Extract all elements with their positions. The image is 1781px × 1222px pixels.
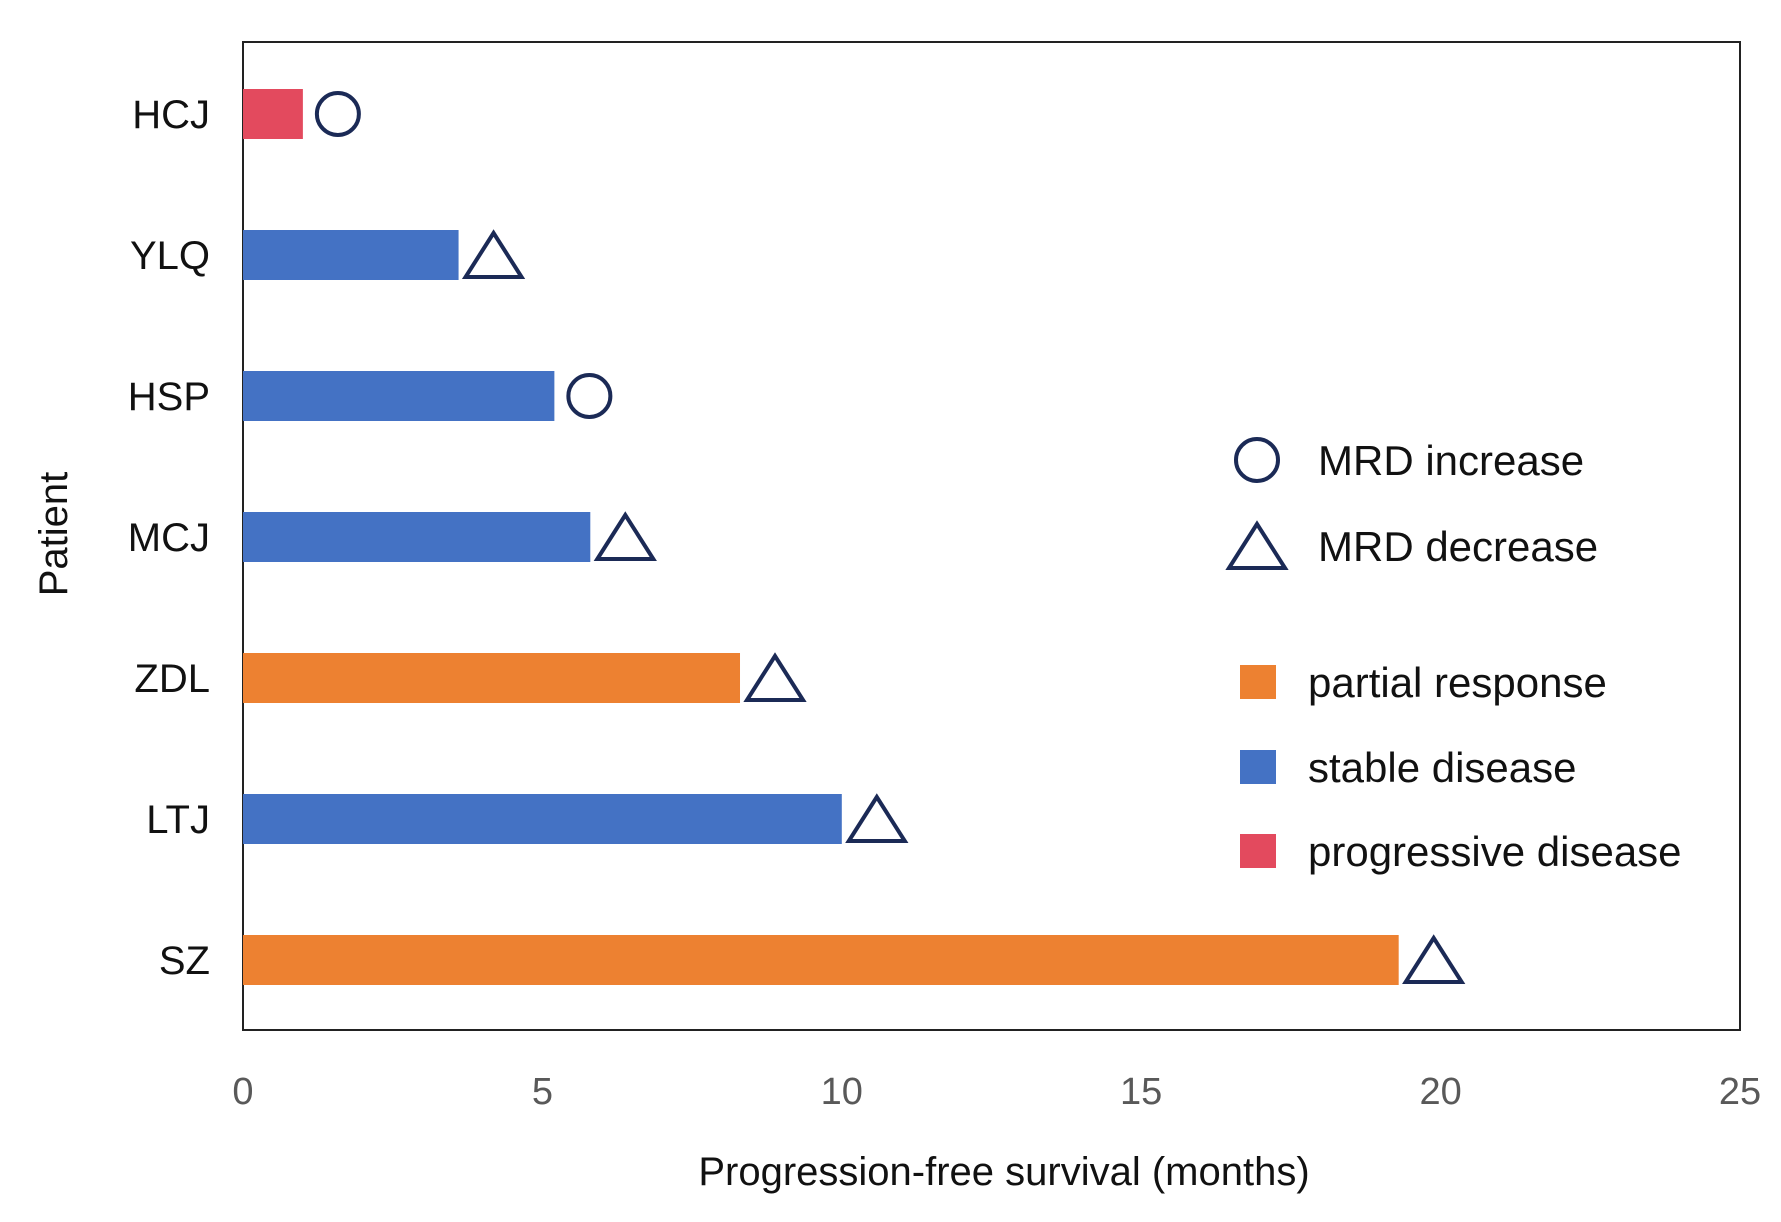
marker-mcj-triangle-icon	[593, 511, 657, 561]
markers-group	[314, 91, 1466, 984]
category-label-hcj: HCJ	[132, 93, 210, 137]
y-axis-title: Patient	[32, 472, 76, 597]
legend-swatch-stable-disease	[1240, 750, 1276, 784]
legend-label-partial-response: partial response	[1308, 659, 1607, 706]
bar-hsp	[243, 371, 555, 421]
legend-swatch-partial-response	[1240, 665, 1276, 699]
marker-hsp-circle-icon	[566, 373, 613, 419]
x-tick-label: 0	[232, 1071, 253, 1113]
marker-ylq-triangle-icon	[461, 229, 526, 279]
marker-hcj-circle-icon	[314, 91, 361, 137]
bars-group	[243, 89, 1399, 985]
legend-circle-icon	[1234, 437, 1280, 483]
legend-label-progressive-disease: progressive disease	[1308, 828, 1682, 875]
marker-sz-triangle-icon	[1402, 934, 1466, 984]
x-tick-labels: 0 5 10 15 20 25	[232, 1071, 1761, 1113]
bar-ylq	[243, 230, 459, 280]
marker-ltj-triangle-icon	[845, 793, 909, 843]
bar-hcj	[243, 89, 303, 139]
legend-label-mrd-increase: MRD increase	[1318, 437, 1584, 484]
category-label-ylq: YLQ	[130, 234, 210, 278]
x-tick-label: 10	[821, 1071, 863, 1113]
category-labels: HCJ YLQ HSP MCJ ZDL LTJ SZ	[128, 93, 210, 983]
bar-ltj	[243, 794, 842, 844]
category-label-hsp: HSP	[128, 375, 210, 419]
category-label-ltj: LTJ	[146, 798, 210, 842]
legend-triangle-icon	[1225, 520, 1289, 570]
x-tick-label: 20	[1419, 1071, 1461, 1113]
bar-zdl	[243, 653, 741, 703]
x-tick-label: 5	[532, 1071, 553, 1113]
category-label-sz: SZ	[159, 939, 210, 983]
x-axis-title: Progression-free survival (months)	[698, 1150, 1309, 1194]
category-label-zdl: ZDL	[134, 657, 210, 701]
x-tick-label: 25	[1719, 1071, 1761, 1113]
legend-label-mrd-decrease: MRD decrease	[1318, 523, 1598, 570]
bar-mcj	[243, 512, 591, 562]
legend-label-stable-disease: stable disease	[1308, 744, 1577, 791]
bar-sz	[243, 935, 1399, 985]
x-tick-label: 15	[1120, 1071, 1162, 1113]
marker-zdl-triangle-icon	[743, 652, 807, 702]
legend-swatch-progressive-disease	[1240, 834, 1276, 868]
legend: MRD increase MRD decrease partial response…	[1225, 437, 1682, 875]
category-label-mcj: MCJ	[128, 516, 210, 560]
